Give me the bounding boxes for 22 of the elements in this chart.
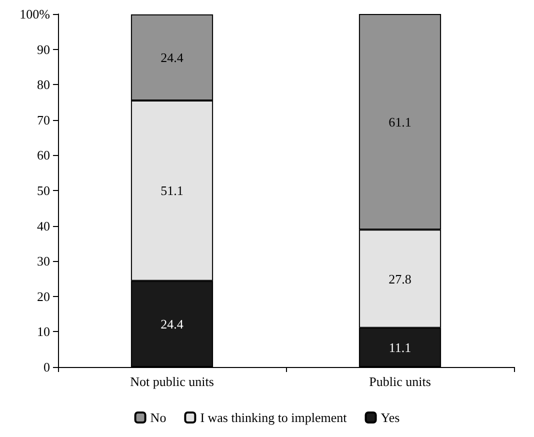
y-tick-label: 50 <box>37 183 50 198</box>
legend-label: Yes <box>380 410 400 425</box>
data-label: 11.1 <box>388 340 412 355</box>
y-tick-label: 10 <box>37 324 50 340</box>
y-tick-label: 40 <box>37 218 50 234</box>
x-tick-label: Not public units <box>130 374 214 389</box>
y-tick-label: 60 <box>37 148 50 163</box>
y-tick-label: 0 <box>44 360 50 374</box>
legend-label: No <box>150 410 166 425</box>
data-label: 27.8 <box>388 271 412 286</box>
data-label: 61.1 <box>388 114 412 130</box>
y-tick-label: 30 <box>37 254 50 269</box>
y-tick-label: 20 <box>37 288 50 304</box>
data-label: 51.1 <box>160 183 184 198</box>
y-tick-label: 70 <box>37 112 50 128</box>
legend-label: I was thinking to implement <box>200 410 348 425</box>
data-label: 24.4 <box>160 50 184 65</box>
y-tick-label: 100% <box>20 6 50 22</box>
x-tick-label: Public units <box>369 374 431 389</box>
y-tick-label: 80 <box>37 77 50 92</box>
data-label: 24.4 <box>160 316 184 332</box>
y-tick-label: 90 <box>37 42 50 57</box>
